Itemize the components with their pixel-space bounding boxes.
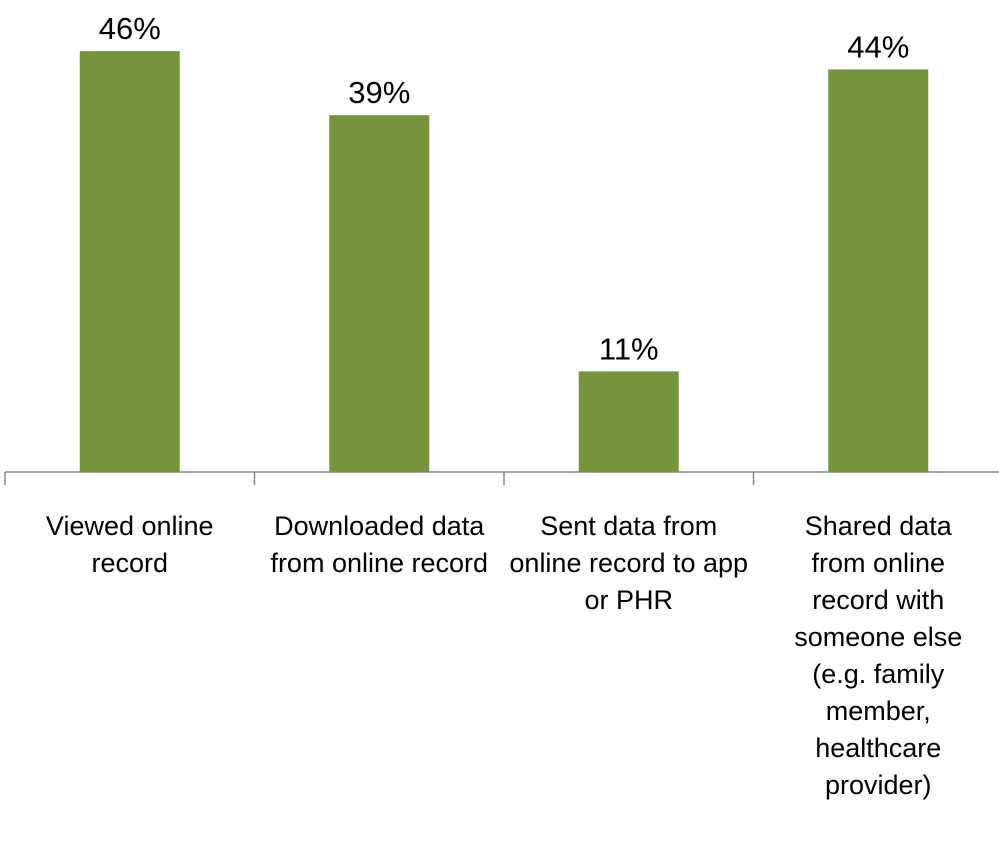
x-tick-label: Sent data from online record to app or P…: [509, 511, 749, 615]
bar: [329, 115, 430, 473]
data-label: 44%: [847, 29, 909, 64]
data-label: 39%: [348, 75, 410, 110]
x-tick-label: Viewed online record: [45, 511, 214, 578]
data-label: 11%: [599, 331, 659, 366]
bar: [578, 371, 679, 472]
bar: [79, 51, 180, 472]
x-tick-label: Shared data from online record with some…: [794, 511, 963, 800]
bar: [828, 69, 929, 473]
x-tick-label: Downloaded data from online record: [270, 511, 489, 578]
data-label: 46%: [99, 11, 161, 46]
